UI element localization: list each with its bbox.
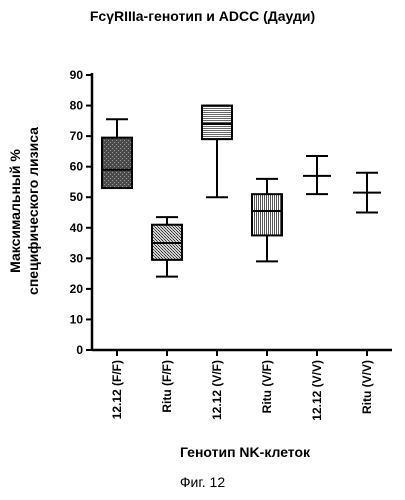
x-category-label: 12.12 (V/V)	[310, 360, 324, 421]
y-tick-label: 20	[70, 282, 84, 296]
y-tick-label: 60	[70, 160, 84, 174]
iqr-box	[201, 104, 233, 141]
box-6	[353, 171, 381, 214]
iqr-box	[101, 136, 133, 190]
x-category-label: 12.12 (V/F)	[210, 360, 224, 420]
y-axis-label-line-1: Максимальный %	[7, 149, 23, 273]
x-category-label: 12.12 (F/F)	[110, 360, 124, 419]
x-category-label: Ritu (V/V)	[360, 360, 374, 414]
chart-title: FcγRIIIa-генотип и ADCC (Дауди)	[89, 8, 316, 24]
box-1	[101, 118, 133, 190]
y-tick-label: 90	[70, 68, 84, 82]
box-2	[151, 216, 183, 278]
y-axis-label-line-2: специфического лизиса	[25, 127, 41, 295]
y-tick-label: 10	[70, 312, 84, 326]
box-5	[303, 154, 331, 196]
y-tick-label: 70	[70, 129, 84, 143]
figure-caption: Фиг. 12	[179, 474, 226, 490]
x-category-label: Ritu (F/F)	[160, 360, 174, 413]
iqr-box	[251, 193, 283, 237]
x-axis-label: Генотип NK-клеток	[180, 444, 311, 460]
box-3	[201, 104, 233, 199]
y-tick-label: 50	[70, 190, 84, 204]
y-tick-label: 40	[70, 221, 84, 235]
x-category-label: Ritu (V/F)	[260, 360, 274, 413]
box-4	[251, 177, 283, 263]
y-tick-label: 30	[70, 251, 84, 265]
y-tick-label: 80	[70, 99, 84, 113]
y-tick-label: 0	[76, 343, 83, 357]
